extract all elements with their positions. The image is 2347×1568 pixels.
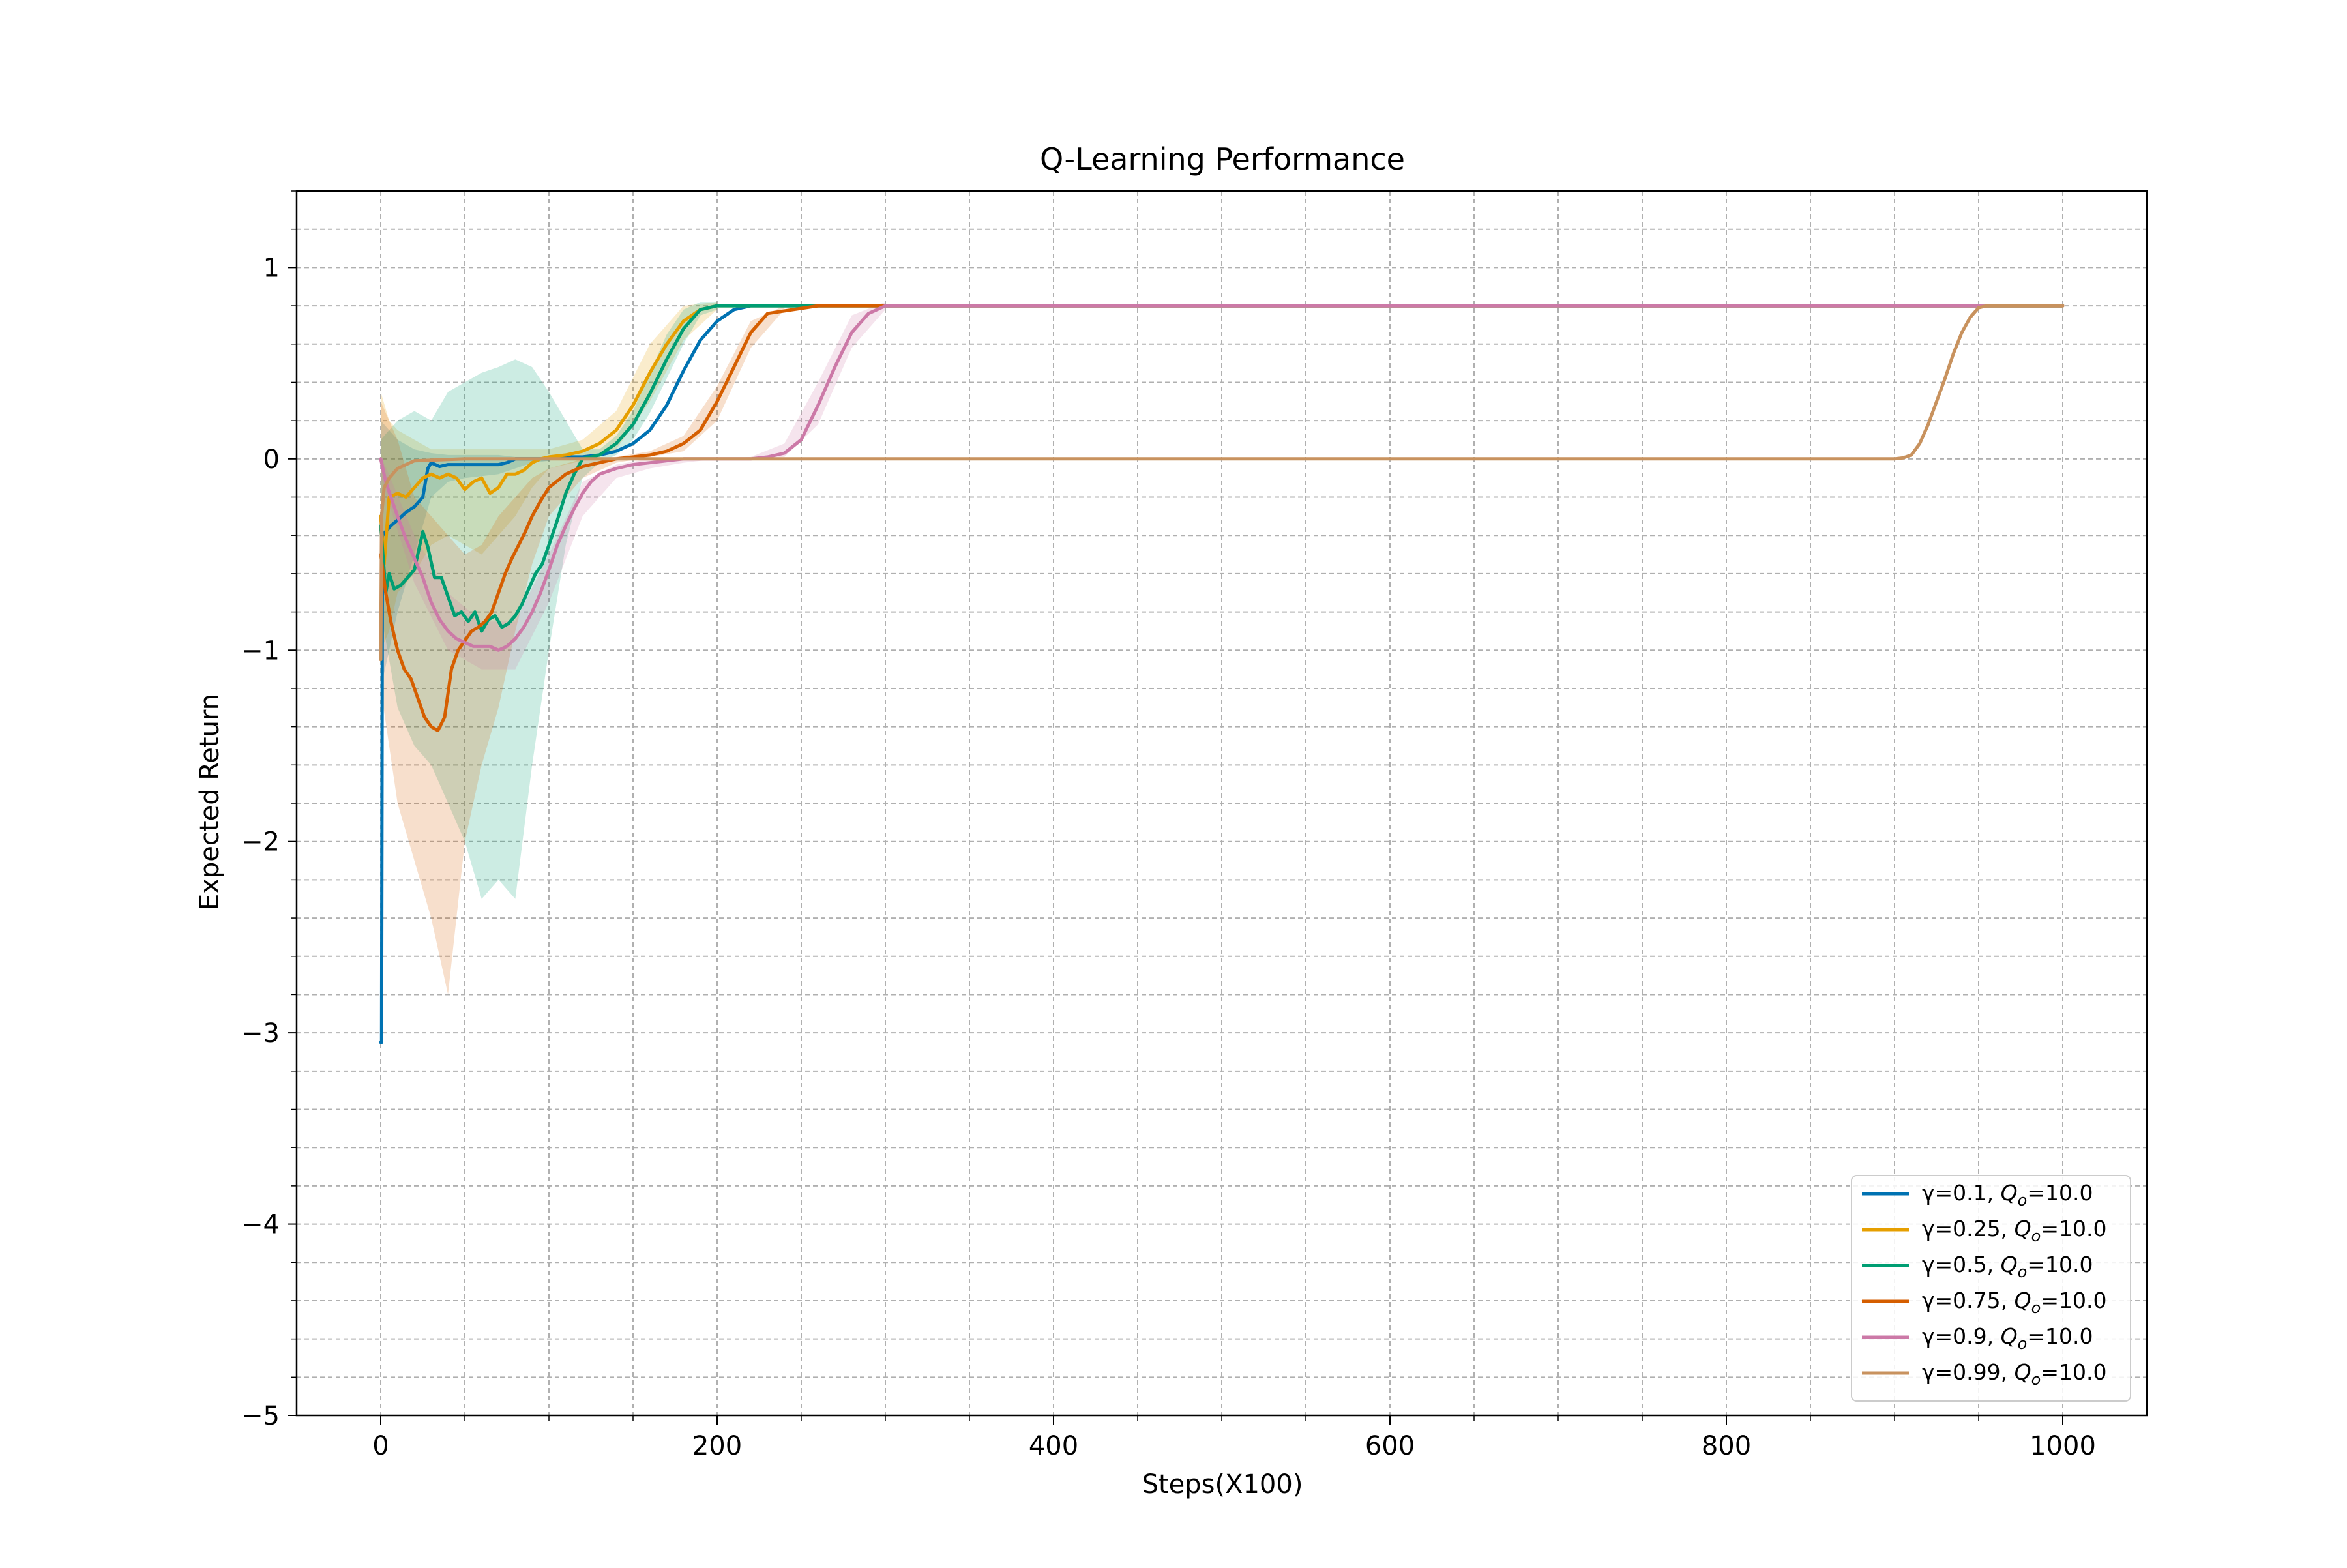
legend: γ=0.1, Qo=10.0 γ=0.25, Qo=10.0 γ=0.5, Qo=1… — [1851, 1175, 2131, 1402]
x-tick-label: 400 — [1029, 1431, 1078, 1461]
y-tick-label: −4 — [241, 1210, 280, 1240]
series-line — [379, 304, 2065, 633]
y-tick-label: −1 — [241, 636, 280, 666]
y-axis-label: Expected Return — [195, 694, 225, 910]
series-lines — [379, 304, 2065, 1044]
y-tick-label: −2 — [241, 827, 280, 857]
y-tick-label: 1 — [263, 253, 280, 283]
x-tick-label: 0 — [372, 1431, 389, 1461]
x-tick-label: 200 — [692, 1431, 742, 1461]
confidence-band — [381, 306, 785, 995]
series-line — [379, 304, 2065, 652]
y-tick-label: −5 — [241, 1401, 280, 1431]
x-tick-label: 1000 — [2030, 1431, 2096, 1461]
axis-ticks: 0 200 400 600 800 1000 −5 −4 −3 −2 −1 0 1 — [241, 190, 2096, 1461]
series-line — [379, 304, 2065, 732]
legend-label: γ=0.9, Qo=10.0 — [1922, 1324, 2093, 1353]
legend-label: γ=0.25, Qo=10.0 — [1922, 1216, 2106, 1245]
x-tick-label: 800 — [1702, 1431, 1751, 1461]
confidence-band — [381, 421, 549, 688]
series-line — [379, 304, 2065, 662]
chart-title: Q-Learning Performance — [1040, 141, 1405, 177]
legend-label: γ=0.5, Qo=10.0 — [1922, 1252, 2093, 1281]
confidence-band — [381, 302, 717, 899]
confidence-bands — [381, 302, 885, 995]
legend-box — [1851, 1175, 2131, 1402]
legend-label: γ=0.75, Qo=10.0 — [1922, 1288, 2106, 1317]
x-axis-label: Steps(X100) — [1142, 1470, 1303, 1500]
y-tick-label: 0 — [263, 445, 280, 475]
y-tick-label: −3 — [241, 1018, 280, 1048]
legend-label: γ=0.1, Qo=10.0 — [1922, 1180, 2093, 1209]
legend-label: γ=0.99, Qo=10.0 — [1922, 1359, 2106, 1389]
x-tick-label: 600 — [1365, 1431, 1415, 1461]
confidence-band — [381, 302, 717, 651]
